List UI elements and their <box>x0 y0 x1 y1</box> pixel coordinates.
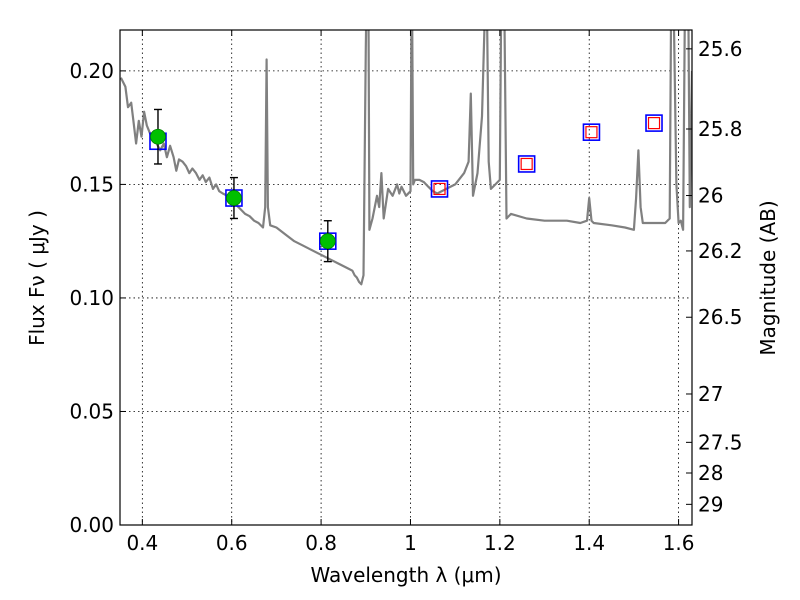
model-flux-square <box>645 114 663 132</box>
predicted-flux-square <box>647 116 661 130</box>
y-tick-label: 0.15 <box>69 172 114 196</box>
x-tick-label: 0.8 <box>305 531 337 555</box>
right-tick-label: 26.2 <box>698 239 743 263</box>
y-axis-title: Flux Fν ( μJy ) <box>25 210 49 346</box>
y-tick-label: 0.00 <box>69 513 114 537</box>
observed-flux-point <box>226 190 242 206</box>
x-tick-label: 1.4 <box>573 531 605 555</box>
right-axis-title: Magnitude (AB) <box>756 200 780 355</box>
plot-frame <box>119 29 693 526</box>
model-flux-square <box>517 155 536 173</box>
right-tick-label: 28 <box>698 461 723 485</box>
observed-flux-point <box>319 233 336 250</box>
x-tick-label: 0.4 <box>126 531 158 555</box>
y-axis-ticks: 0.00 0.05 0.10 0.15 0.20 <box>69 59 126 537</box>
predicted-flux-square <box>585 126 598 139</box>
model-flux-square <box>582 123 601 141</box>
y-tick-label: 0.05 <box>69 399 114 423</box>
x-tick-label: 1.6 <box>663 531 695 555</box>
x-axis-title: Wavelength λ (μm) <box>310 563 501 587</box>
right-tick-label: 25.8 <box>698 117 743 141</box>
right-tick-label: 25.6 <box>698 37 743 61</box>
predicted-flux-square <box>520 157 533 171</box>
spectrum-line <box>120 30 692 286</box>
right-tick-label: 26 <box>698 184 723 208</box>
right-tick-label: 27.5 <box>698 430 743 454</box>
plot-background <box>120 30 692 525</box>
marker-layer <box>149 108 663 263</box>
x-tick-label: 0.6 <box>216 531 248 555</box>
right-tick-label: 27 <box>698 382 723 406</box>
x-tick-label: 1.2 <box>484 531 516 555</box>
data-layer <box>120 30 692 286</box>
right-tick-label: 26.5 <box>698 305 743 329</box>
observed-flux-point <box>150 128 166 145</box>
right-axis-ticks: 25.6 25.8 26 26.2 26.5 27 27.5 28 29 <box>686 37 743 516</box>
model-flux-square <box>430 180 449 198</box>
y-tick-label: 0.10 <box>69 286 114 310</box>
right-tick-label: 29 <box>698 492 723 516</box>
predicted-flux-square <box>433 182 446 196</box>
x-axis-ticks: 0.4 0.6 0.8 1 1.2 1.4 1.6 <box>126 30 695 555</box>
y-tick-label: 0.20 <box>69 59 114 83</box>
x-tick-label: 1 <box>404 531 417 555</box>
